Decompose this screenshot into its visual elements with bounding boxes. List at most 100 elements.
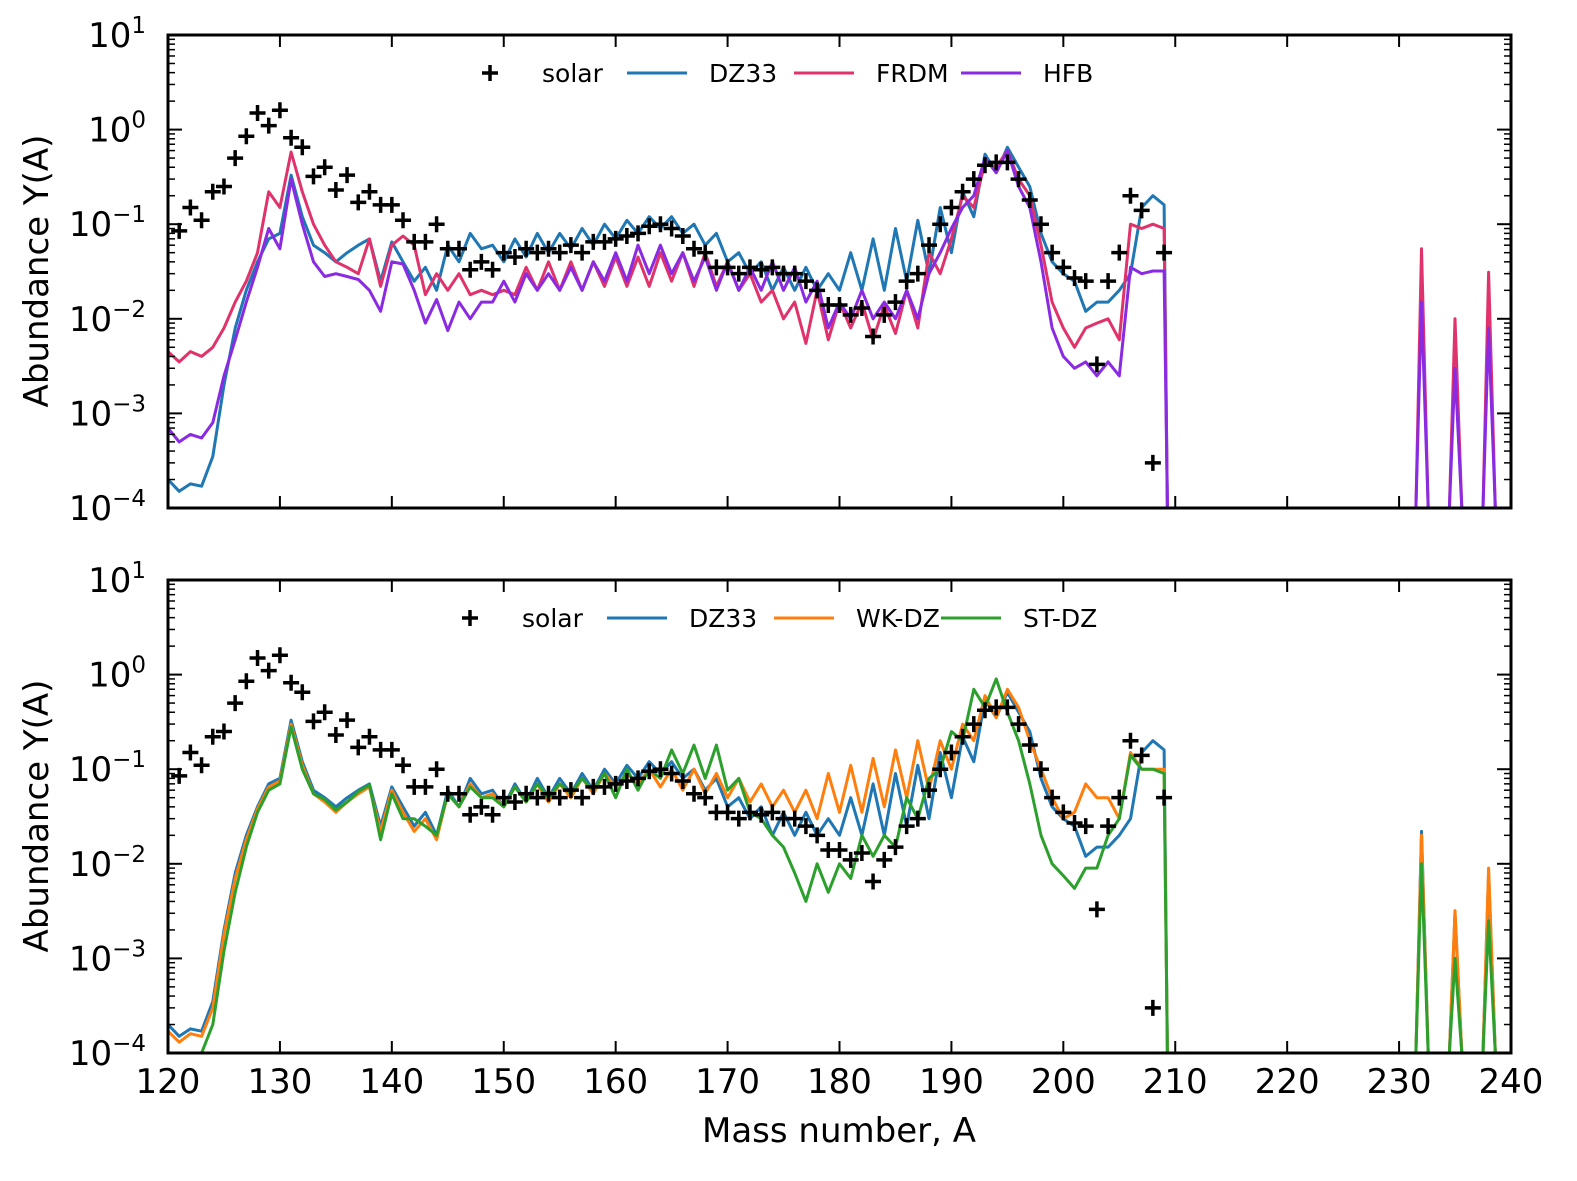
xtick-label: 240 [1479, 1062, 1544, 1102]
top-solar-point [887, 294, 904, 311]
bottom-solar-point [1144, 999, 1161, 1016]
top-solar-point [1055, 259, 1072, 276]
top-solar-point [204, 183, 221, 200]
xtick-label: 180 [807, 1062, 872, 1102]
bottom-solar-point [719, 804, 736, 821]
xtick-label: 190 [919, 1062, 984, 1102]
bottom-solar-point [294, 684, 311, 701]
top-solar-point [674, 228, 691, 245]
top-solar-point [551, 244, 568, 261]
bottom-solar-point [327, 726, 344, 743]
top-solar-point [350, 194, 367, 211]
bottom-solar-point [1133, 747, 1150, 764]
bottom-solar-point [305, 713, 322, 730]
top-solar-point [976, 157, 993, 174]
top-solar-point [495, 244, 512, 261]
top-solar-point [294, 139, 311, 156]
bottom-solar-point [741, 804, 758, 821]
xlabel: Mass number, A [702, 1111, 976, 1151]
bottom-solar-point [943, 744, 960, 761]
top-solar-point [853, 300, 870, 317]
bottom-solar-point [506, 794, 523, 811]
bottom-solar-point [540, 785, 557, 802]
bottom-solar-point [674, 773, 691, 790]
bottom-solar-point [1032, 761, 1049, 778]
bottom-solar-point [596, 778, 613, 795]
bottom-legend-dz33-label: DZ33 [689, 604, 757, 633]
top-solar-point [719, 259, 736, 276]
top-solar-point [1111, 244, 1128, 261]
top-legend-dz33-label: DZ33 [709, 59, 777, 88]
top-solar-point [428, 216, 445, 233]
bottom-solar-point [529, 789, 546, 806]
top-legend-solar-marker [482, 65, 498, 81]
top-series-frdm [168, 149, 1497, 508]
top-series-hfb [168, 149, 1497, 508]
top-solar-point [1044, 244, 1061, 261]
bottom-solar-point [976, 702, 993, 719]
top-solar-point [1122, 187, 1139, 204]
top-solar-point [283, 129, 300, 146]
bottom-solar-point [630, 770, 647, 787]
top-solar-point [797, 273, 814, 290]
top-solar-point [730, 265, 747, 282]
bottom-solar-point [909, 810, 926, 827]
top-ytick-label: 100 [88, 108, 146, 151]
bottom-solar-point [876, 851, 893, 868]
bottom-solar-point [954, 728, 971, 745]
xtick-label: 230 [1367, 1062, 1432, 1102]
top-solar-point [764, 259, 781, 276]
bottom-solar-point [887, 839, 904, 856]
bottom-ytick-label: 10−2 [69, 842, 146, 885]
bottom-solar-point [965, 716, 982, 733]
bottom-solar-point [921, 782, 938, 799]
top-solar-point [921, 237, 938, 254]
bottom-solar-point [842, 851, 859, 868]
top-ytick-label: 10−1 [69, 202, 146, 245]
top-ytick-label: 10−4 [69, 486, 146, 529]
bottom-legend: solar DZ33 WK-DZ ST-DZ [462, 604, 1097, 633]
top-solar-point [462, 261, 479, 278]
top-solar-point [361, 183, 378, 200]
bottom-solar-point [271, 647, 288, 664]
xtick-label: 210 [1143, 1062, 1208, 1102]
top-axes-frame [166, 33, 1513, 510]
bottom-solar-point [1021, 737, 1038, 754]
bottom-solar-point [786, 810, 803, 827]
top-solar-point [932, 216, 949, 233]
top-solar-point [965, 171, 982, 188]
bottom-series-wk-dz [168, 687, 1497, 1053]
xtick-label: 220 [1255, 1062, 1320, 1102]
top-solar-point [339, 167, 356, 184]
bottom-solar-point [574, 789, 591, 806]
top-solar-point [999, 154, 1016, 171]
bottom-solar-point [1055, 804, 1072, 821]
xtick-label: 120 [136, 1062, 201, 1102]
top-solar-point [562, 237, 579, 254]
top-solar-point [1133, 202, 1150, 219]
bottom-solar-point [865, 873, 882, 890]
bottom-solar-point [171, 767, 188, 784]
top-solar-point [417, 233, 434, 250]
top-solar-point [540, 240, 557, 257]
top-solar-point [652, 216, 669, 233]
bottom-solar-point [1044, 789, 1061, 806]
bottom-solar-point [204, 728, 221, 745]
bottom-solar-point [764, 804, 781, 821]
xtick-label: 200 [1031, 1062, 1096, 1102]
bottom-solar-point [618, 773, 635, 790]
top-solar-point [305, 168, 322, 185]
bottom-solar-point [417, 778, 434, 795]
bottom-solar-point [753, 806, 770, 823]
bottom-solar-point [227, 695, 244, 712]
bottom-solar-point [283, 674, 300, 691]
top-solar-point [238, 128, 255, 145]
bottom-solar-point [730, 810, 747, 827]
bottom-solar-point [1010, 716, 1027, 733]
bottom-solar-point [383, 741, 400, 758]
bottom-solar-point [238, 673, 255, 690]
bottom-solar-point [652, 761, 669, 778]
top-solar-point [260, 117, 277, 134]
bottom-solar-point [1100, 818, 1117, 835]
